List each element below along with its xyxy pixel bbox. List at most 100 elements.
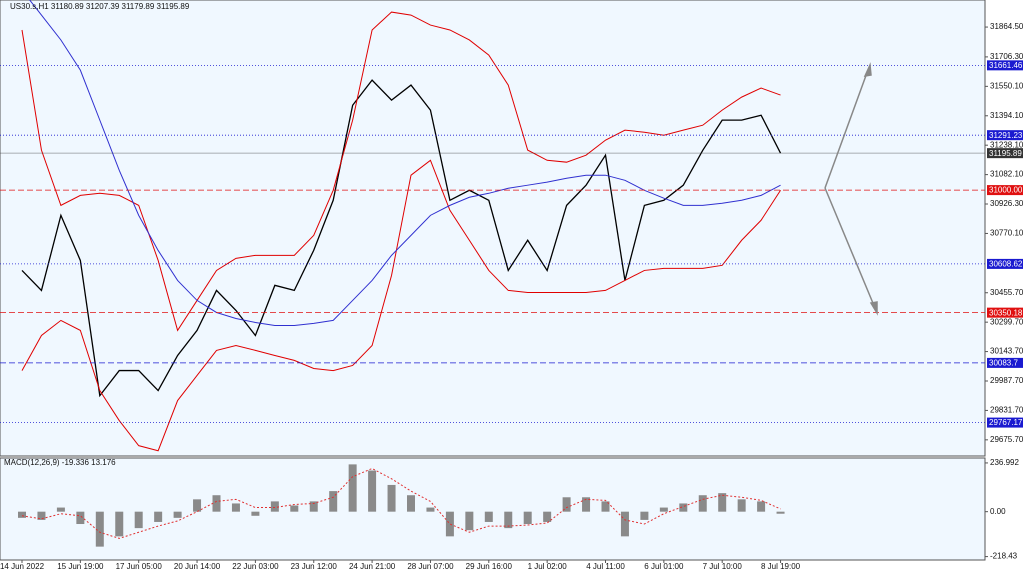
macd-bar <box>251 511 260 516</box>
macd-bar <box>134 511 143 529</box>
y-tick-label: 31238.10 <box>990 140 1024 149</box>
x-tick-label: 29 Jun 16:00 <box>466 562 513 571</box>
y-tick-label: 31550.10 <box>990 81 1024 90</box>
macd-bar <box>562 497 571 512</box>
y-tick-label: 29831.70 <box>990 406 1024 415</box>
price-level-box <box>987 258 1023 269</box>
macd-bar <box>445 511 454 537</box>
macd-bar <box>76 511 85 525</box>
macd-bar <box>56 507 65 512</box>
y-tick-label: 236.992 <box>990 458 1019 467</box>
price-level-label: 31661.46 <box>989 61 1023 70</box>
price-level-box <box>987 307 1023 318</box>
macd-plot <box>18 464 785 547</box>
indicator-line <box>21 159 781 452</box>
macd-bar <box>757 501 766 512</box>
x-tick-label: 28 Jun 07:00 <box>407 562 454 571</box>
y-tick-label: 31394.10 <box>990 111 1024 120</box>
main-panel <box>0 0 986 457</box>
macd-bar <box>348 464 357 512</box>
price-level-label: 31291.23 <box>989 131 1023 140</box>
y-tick-label: 0.00 <box>990 507 1006 516</box>
y-tick-label: 30926.30 <box>990 199 1024 208</box>
macd-bar <box>387 484 396 512</box>
price-level-label: 31000.00 <box>989 186 1023 195</box>
y-tick-label: 31706.30 <box>990 52 1024 61</box>
price-level-label: 31195.89 <box>989 149 1022 158</box>
price-line <box>21 79 782 398</box>
indicator-line <box>29 0 781 326</box>
macd-bar <box>95 511 104 547</box>
macd-bar <box>698 495 707 512</box>
y-tick-label: 29675.70 <box>990 435 1024 444</box>
axes: 31864.50 31706.30 31550.10 31394.10 31238.10… <box>0 22 1024 571</box>
macd-header: MACD(12,26,9) -19.336 13.176 <box>4 458 116 467</box>
y-tick-label: -218.43 <box>990 552 1018 561</box>
price-level-label: 30608.62 <box>989 260 1023 269</box>
macd-bar <box>620 511 629 537</box>
price-level-label: 30083.7 <box>989 359 1018 368</box>
macd-bar <box>465 511 474 531</box>
price-level-box <box>987 60 1023 71</box>
macd-bar <box>679 503 688 512</box>
x-tick-label: 6 Jul 01:00 <box>644 562 684 571</box>
macd-bar <box>37 511 46 520</box>
x-tick-label: 8 Jul 19:00 <box>761 562 801 571</box>
y-tick-label: 29987.70 <box>990 376 1024 385</box>
x-tick-label: 24 Jun 21:00 <box>349 562 396 571</box>
macd-bar <box>270 501 279 512</box>
price-level-label: 29767.17 <box>989 418 1023 427</box>
symbol-header: US30.s,H1 31180.89 31207.39 31179.89 311… <box>10 2 190 11</box>
price-level-box <box>987 185 1023 196</box>
macd-bar <box>640 511 649 520</box>
y-tick-label: 30770.10 <box>990 229 1024 238</box>
signal-line <box>21 467 781 539</box>
price-level-box <box>987 417 1023 428</box>
macd-bar <box>115 511 124 537</box>
macd-bar <box>309 501 318 512</box>
y-tick-label: 30143.70 <box>990 347 1024 356</box>
macd-bar <box>173 511 182 518</box>
macd-bar <box>582 497 591 512</box>
price-level-box <box>987 130 1023 141</box>
macd-bar <box>368 470 377 512</box>
macd-bar <box>231 503 240 512</box>
y-tick-label: 31864.50 <box>990 22 1024 31</box>
macd-bar <box>426 507 435 512</box>
macd-bar <box>329 491 338 512</box>
price-level-box <box>987 148 1023 159</box>
main-plot <box>0 0 985 452</box>
x-tick-label: 1 Jul 02:00 <box>528 562 568 571</box>
macd-bar <box>718 493 727 512</box>
x-tick-label: 14 Jun 2022 <box>0 562 45 571</box>
macd-bar <box>154 511 163 522</box>
x-tick-label: 22 Jun 03:00 <box>232 562 279 571</box>
macd-bar <box>407 495 415 512</box>
macd-bar <box>601 501 610 512</box>
y-tick-label: 30455.70 <box>990 288 1024 297</box>
macd-bar <box>776 511 785 514</box>
macd-bar <box>193 499 202 512</box>
x-tick-label: 15 Jun 19:00 <box>57 562 104 571</box>
macd-bar <box>737 499 746 512</box>
macd-bar <box>290 505 299 512</box>
price-level-label: 30350.18 <box>989 308 1023 317</box>
y-tick-label: 30299.70 <box>990 317 1024 326</box>
macd-bar <box>543 511 552 522</box>
x-tick-label: 4 Jul 11:00 <box>586 562 625 571</box>
x-tick-label: 7 Jul 10:00 <box>703 562 743 571</box>
projection-arrows <box>824 62 878 316</box>
macd-bar <box>523 511 532 525</box>
macd-bar <box>484 511 493 522</box>
x-tick-label: 20 Jun 14:00 <box>174 562 221 571</box>
macd-bar <box>504 511 513 529</box>
macd-bar <box>212 495 221 512</box>
price-level-box <box>987 357 1023 368</box>
y-tick-label: 31082.10 <box>990 170 1024 179</box>
macd-bar <box>18 511 26 518</box>
macd-bar <box>659 507 668 512</box>
x-tick-label: 23 Jun 12:00 <box>291 562 338 571</box>
macd-panel <box>0 457 986 561</box>
x-tick-label: 17 Jun 05:00 <box>116 562 163 571</box>
